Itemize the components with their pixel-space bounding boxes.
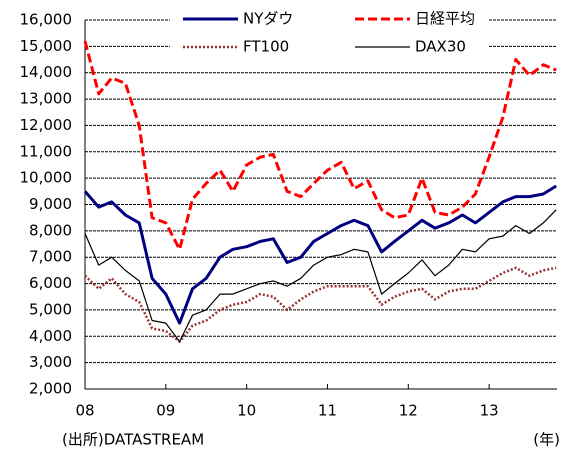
x-tick-label: 13: [480, 402, 499, 420]
x-unit: (年): [533, 431, 560, 449]
y-tick-label: 5,000: [29, 300, 72, 318]
series-line: [83, 40, 557, 251]
y-tick-label: 8,000: [29, 221, 72, 239]
y-tick-label: 16,000: [20, 11, 73, 29]
y-tick-label: 3,000: [29, 353, 72, 371]
series-line: [84, 266, 557, 343]
y-tick-label: 6,000: [29, 274, 72, 292]
legend-label: FT100: [243, 38, 289, 56]
legend-label: NYダウ: [243, 10, 293, 28]
x-tick-label: 12: [399, 402, 418, 420]
y-tick-label: 12,000: [20, 116, 73, 134]
y-tick-label: 11,000: [20, 142, 73, 160]
series-line: [83, 184, 557, 325]
series-line: [84, 209, 557, 343]
y-tick-label: 10,000: [20, 169, 73, 187]
y-tick-label: 4,000: [29, 327, 72, 345]
x-tick-label: 10: [237, 402, 256, 420]
y-tick-label: 7,000: [29, 248, 72, 266]
x-tick-label: 09: [156, 402, 175, 420]
x-tick-label: 08: [75, 402, 94, 420]
legend-box: [170, 6, 488, 62]
legend-label: DAX30: [415, 38, 466, 56]
y-tick-label: 2,000: [29, 380, 72, 398]
y-tick-label: 14,000: [20, 63, 73, 81]
y-tick-label: 13,000: [20, 90, 73, 108]
y-tick-label: 15,000: [20, 37, 73, 55]
source-note: (出所)DATASTREAM: [62, 431, 204, 449]
y-tick-label: 9,000: [29, 195, 72, 213]
legend-label: 日経平均: [415, 10, 475, 28]
x-tick-label: 11: [318, 402, 337, 420]
